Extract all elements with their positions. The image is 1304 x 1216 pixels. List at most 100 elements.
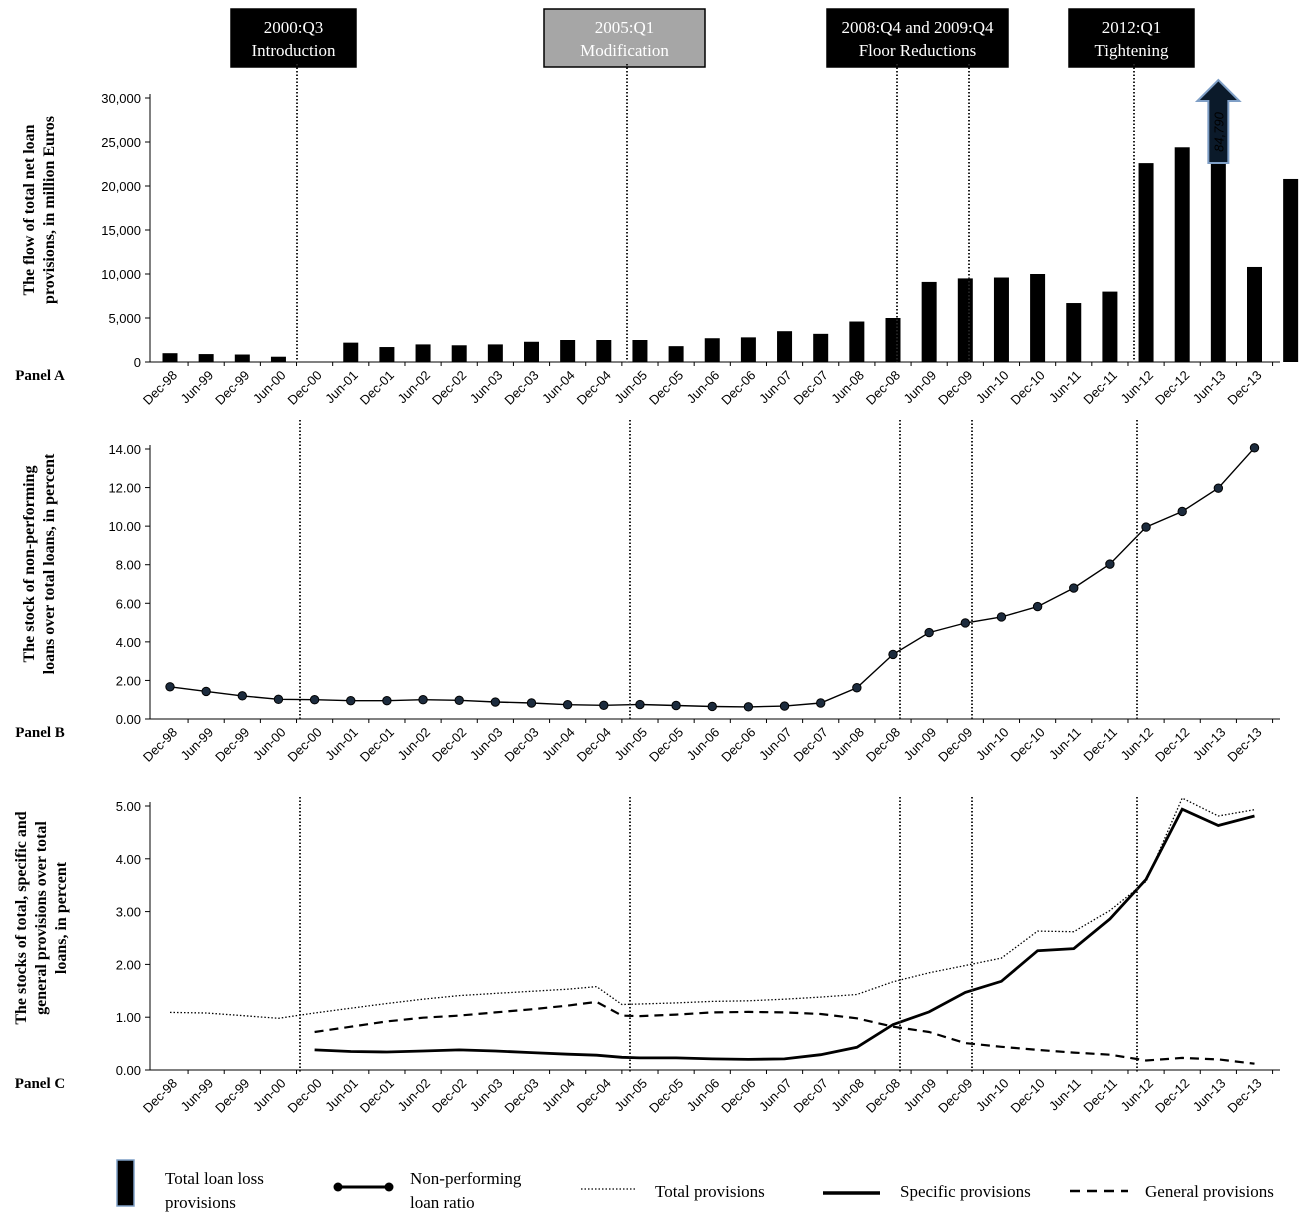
x-tick-label: Dec-99 [212,368,252,408]
series-line-total-provisions [169,797,1255,1019]
x-tick-label: Dec-02 [429,368,469,408]
x-tick-label: Jun-05 [611,725,650,764]
panel-c-chart: 0.001.002.003.004.005.00Dec-98Jun-99Dec-… [13,797,1280,1116]
x-tick-label: Jun-01 [322,1076,361,1115]
y-tick-label: 0.00 [116,1063,141,1078]
x-tick-label: Jun-09 [901,368,940,407]
point-Jun-00 [273,694,284,705]
x-tick-label: Jun-02 [394,1076,433,1115]
x-tick-label: Dec-07 [791,725,831,765]
bar-Jun-02 [415,344,431,362]
point-Dec-06 [743,702,754,712]
event-subtitle: Introduction [251,41,336,60]
bar-Dec-06 [740,337,756,362]
y-tick-label: 15,000 [101,223,141,238]
point-Dec-12 [1177,506,1187,517]
bar-Jun-01 [343,342,359,362]
x-tick-label: Dec-12 [1152,368,1192,408]
bar-Dec-04 [596,340,612,362]
bar-Dec-10 [1030,274,1046,362]
x-tick-label: Dec-99 [212,1076,252,1116]
bar-Jun-05 [632,340,648,362]
arrow-value-label: 84,790 [1211,111,1226,152]
event-box-3: 2008:Q4 and 2009:Q4 Floor Reductions [826,8,1009,68]
legend-item-non-performing-loan-ratio: Non-performing loan ratio [333,1169,522,1212]
bar-Jun-00 [270,356,286,362]
point-Jun-09 [924,627,934,638]
point-Dec-10 [1032,601,1043,612]
x-tick-label: Jun-11 [1046,725,1084,763]
y-tick-label: 2.00 [116,673,141,688]
x-tick-label: Dec-13 [1224,1076,1264,1116]
point-Jun-13 [1213,483,1224,493]
x-tick-label: Dec-01 [357,1076,397,1116]
x-tick-label: Dec-13 [1224,725,1264,765]
x-tick-label: Jun-07 [756,725,795,764]
bar-Jun-06 [704,338,720,362]
x-tick-label: Dec-06 [718,368,758,408]
x-tick-label: Jun-04 [539,725,578,764]
legend-label: Total provisions [655,1182,765,1201]
point-Jun-07 [779,701,790,711]
x-tick-label: Dec-09 [935,1076,975,1116]
bar-Jun-08 [849,321,865,362]
x-tick-label: Jun-01 [322,725,361,764]
point-Jun-99 [201,686,211,697]
legend: Total loan loss provisions Non-performing l… [116,1159,1274,1212]
y-axis-title: The stocks of total, specific and [13,811,30,1024]
legend-item-total-loan-loss-provisions: Total loan loss provisions [116,1159,264,1212]
x-tick-label: Jun-03 [467,1076,506,1115]
bar-Jun-03 [487,344,503,362]
y-tick-label: 3.00 [116,905,141,920]
x-tick-label: Dec-04 [574,725,614,765]
legend-swatch-marker [333,1182,343,1192]
x-tick-label: Dec-07 [791,1076,831,1116]
point-Dec-13 [1249,443,1260,453]
point-Dec-05 [671,700,681,711]
point-Jun-11 [1069,583,1079,593]
series-line-specific-provisions [314,807,1255,1061]
y-axis-title: provisions, in million Euros [41,116,58,304]
x-tick-label: Dec-12 [1152,725,1192,765]
event-box-bg [1068,8,1195,68]
x-tick-label: Jun-12 [1117,368,1156,407]
event-vertical-lines [296,64,1138,1072]
event-box-4: 2012:Q1 Tightening [1068,8,1195,68]
y-axis-title: general provisions over total [33,821,50,1015]
legend-swatch-marker [384,1182,394,1192]
event-subtitle: Floor Reductions [859,41,977,60]
x-tick-label: Dec-02 [429,1076,469,1116]
x-tick-label: Dec-08 [863,725,903,765]
off-scale-arrow: 84,790 [1194,78,1242,164]
x-tick-label: Dec-01 [357,725,397,765]
bar-Jun-10 [993,277,1009,362]
panel-a-chart: 0 5,000 10,000 15,000 20,000 25,000 30,000 Dec-… [15,78,1299,408]
x-tick-label: Dec-04 [574,368,614,408]
panel-label: Panel B [15,725,65,741]
x-tick-label: Jun-99 [178,1076,217,1115]
event-title: 2008:Q4 and 2009:Q4 [841,18,994,37]
panel-label: Panel C [15,1076,65,1092]
y-axis-title: The flow of total net loan [21,124,38,295]
legend-label: Non-performing [410,1169,522,1188]
x-tick-label: Dec-00 [284,368,324,408]
legend-swatch-bar [116,1159,135,1207]
event-box-bg [543,8,706,68]
x-tick-label: Dec-06 [718,1076,758,1116]
x-tick-label: Jun-05 [611,368,650,407]
y-tick-label: 4.00 [116,635,141,650]
event-title: 2005:Q1 [595,18,655,37]
bar-Dec-09 [957,278,973,362]
bar-Dec-05 [668,346,684,362]
bar-Jun-11 [1066,303,1082,362]
x-tick-label: Jun-10 [973,725,1012,764]
point-Dec-08 [888,649,898,660]
legend-label: Specific provisions [900,1182,1031,1201]
point-Dec-98 [165,682,175,692]
event-box-bg [230,8,357,68]
bar-Dec-11 [1102,291,1118,362]
point-Dec-02 [454,695,464,705]
x-tick-label: Dec-12 [1152,1076,1192,1116]
x-tick-label: Dec-09 [935,368,975,408]
y-tick-label: 5.00 [116,799,141,814]
